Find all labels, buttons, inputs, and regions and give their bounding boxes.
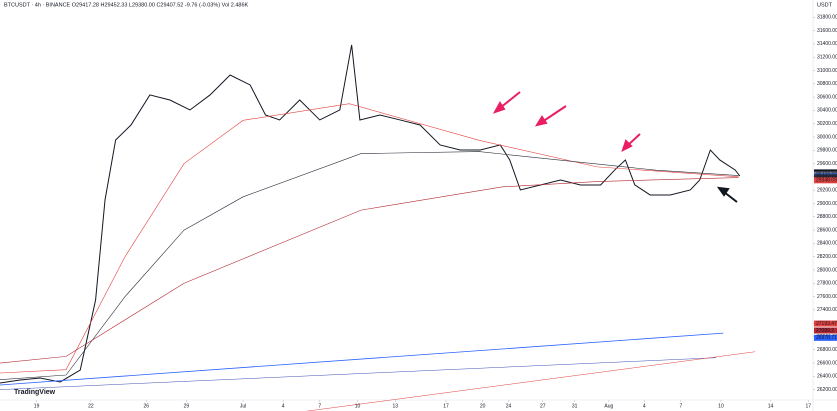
x-tick-label: Aug <box>604 403 613 409</box>
x-tick-label: 4 <box>643 403 646 409</box>
y-tick-label: 29600.00 <box>817 161 837 167</box>
series-line <box>305 351 756 411</box>
price-tag <box>814 320 837 327</box>
y-tick-label: 27800.00 <box>817 281 837 287</box>
logo: TradingView <box>14 389 56 396</box>
x-tick-label: 14 <box>768 403 774 409</box>
y-tick-label: 31400.00 <box>817 41 837 47</box>
y-tick-label: 28400.00 <box>817 241 837 247</box>
y-tick-label: 30200.00 <box>817 121 837 127</box>
y-tick-label: 30800.00 <box>817 81 837 87</box>
y-tick-label: 27600.00 <box>817 294 837 300</box>
x-tick-label: 19 <box>34 403 40 409</box>
arrowhead <box>492 101 506 114</box>
series-line <box>0 357 717 390</box>
y-tick-label: 28000.00 <box>817 267 837 273</box>
annotations <box>716 186 738 203</box>
x-tick-label: 7 <box>679 403 682 409</box>
x-tick-label: Jul <box>240 403 246 409</box>
y-tick-label: 28800.00 <box>817 214 837 220</box>
arrow <box>541 105 567 123</box>
y-tick-label: 26200.00 <box>817 387 837 393</box>
x-tick-label: 26 <box>144 403 150 409</box>
series-line <box>0 177 739 364</box>
arrow <box>499 91 521 109</box>
y-tick-label: 30600.00 <box>817 94 837 100</box>
x-tick-label: 17 <box>805 403 811 409</box>
y-tick-label: 26800.00 <box>817 347 837 353</box>
y-tick-label: 31200.00 <box>817 55 837 61</box>
arrow <box>723 191 738 203</box>
x-tick-label: 13 <box>393 403 399 409</box>
price-tag <box>814 334 837 341</box>
price-tag-label: 26978.71 <box>816 335 837 341</box>
header-title: BTCUSDT · 4h · BINANCE O29417.28 H29452.… <box>4 2 249 8</box>
arrowhead <box>716 186 730 197</box>
y-tick-label: 26600.00 <box>817 360 837 366</box>
price-tag-label: 27089.2 <box>816 328 834 334</box>
y-tick-label: 31000.00 <box>817 68 837 74</box>
y-tick-label: 31800.00 <box>817 15 837 21</box>
y-tick-label: 30400.00 <box>817 108 837 114</box>
price-tag-label: 29348.09 <box>816 178 837 184</box>
x-tick-label: 22 <box>88 403 94 409</box>
y-tick-label: 28200.00 <box>817 254 837 260</box>
y-tick-label: 29800.00 <box>817 148 837 154</box>
y-tick-label: 27400.00 <box>817 307 837 313</box>
arrowhead <box>534 115 548 127</box>
y-tick-label: 31600.00 <box>817 28 837 34</box>
x-tick-label: 10 <box>355 403 361 409</box>
x-tick-label: 20 <box>480 403 486 409</box>
x-tick-label: 17 <box>443 403 449 409</box>
y-tick-label: 30000.00 <box>817 134 837 140</box>
series-line <box>0 151 739 380</box>
price-tag <box>814 177 837 184</box>
x-tick-label: 27 <box>540 403 546 409</box>
arrowhead <box>621 139 633 152</box>
x-tick-label: 31 <box>572 403 578 409</box>
price-tag-label: 27193.47 <box>816 321 837 327</box>
x-tick-label: 7 <box>318 403 321 409</box>
currency: USDT <box>817 2 833 8</box>
y-tick-label: 26400.00 <box>817 374 837 380</box>
x-tick-label: 29 <box>184 403 190 409</box>
y-tick-label: 28600.00 <box>817 227 837 233</box>
x-tick-label: 10 <box>718 403 724 409</box>
annotations <box>492 91 641 152</box>
series-line <box>0 44 741 384</box>
x-tick-label: 4 <box>282 403 285 409</box>
plot <box>0 44 756 411</box>
x-tick-label: 24 <box>506 403 512 409</box>
price-tag <box>814 327 837 334</box>
series-line <box>0 103 739 374</box>
y-tick-label: 29000.00 <box>817 201 837 207</box>
y-tick-label: 29200.00 <box>817 187 837 193</box>
series-line <box>0 332 724 386</box>
